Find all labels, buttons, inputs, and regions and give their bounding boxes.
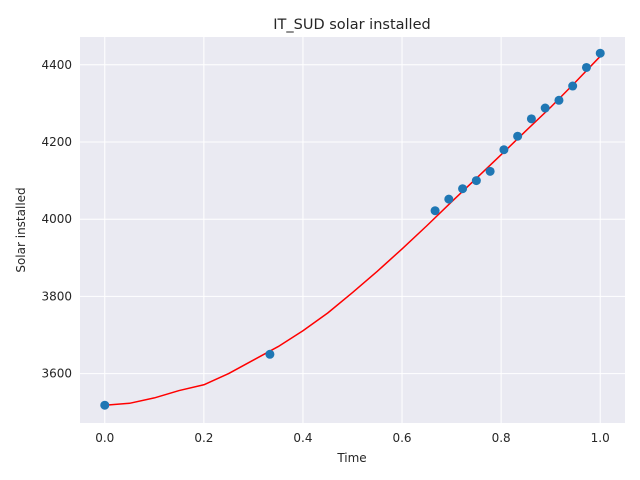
scatter-points xyxy=(100,48,605,410)
x-tick-label: 0.2 xyxy=(194,431,213,445)
y-tick-labels: 3600 3800 4000 4200 4400 xyxy=(41,58,72,381)
y-tick-label: 4400 xyxy=(41,58,72,72)
plot-background xyxy=(80,37,625,423)
grid xyxy=(80,37,625,423)
data-point xyxy=(526,114,536,124)
data-point xyxy=(485,166,495,176)
x-tick-label: 0.0 xyxy=(95,431,114,445)
y-tick-label: 4000 xyxy=(41,212,72,226)
data-point xyxy=(471,176,481,186)
data-point xyxy=(581,62,591,72)
data-point xyxy=(499,145,509,155)
data-point xyxy=(554,95,564,105)
data-point xyxy=(430,206,440,216)
data-point xyxy=(100,400,110,410)
x-tick-label: 0.4 xyxy=(293,431,312,445)
data-point xyxy=(265,349,275,359)
data-point xyxy=(458,184,468,194)
x-tick-label: 1.0 xyxy=(591,431,610,445)
y-axis-label: Solar installed xyxy=(14,187,28,272)
y-tick-label: 4200 xyxy=(41,135,72,149)
x-axis-label: Time xyxy=(336,451,366,465)
chart-title: IT_SUD solar installed xyxy=(273,17,430,33)
data-point xyxy=(540,103,550,113)
y-tick-label: 3800 xyxy=(41,289,72,303)
x-tick-label: 0.6 xyxy=(392,431,411,445)
data-point xyxy=(444,194,454,204)
data-point xyxy=(568,81,578,91)
x-tick-labels: 0.0 0.2 0.4 0.6 0.8 1.0 xyxy=(95,431,610,445)
data-point xyxy=(595,48,605,58)
y-tick-label: 3600 xyxy=(41,367,72,381)
data-point xyxy=(513,131,523,141)
x-tick-label: 0.8 xyxy=(492,431,511,445)
